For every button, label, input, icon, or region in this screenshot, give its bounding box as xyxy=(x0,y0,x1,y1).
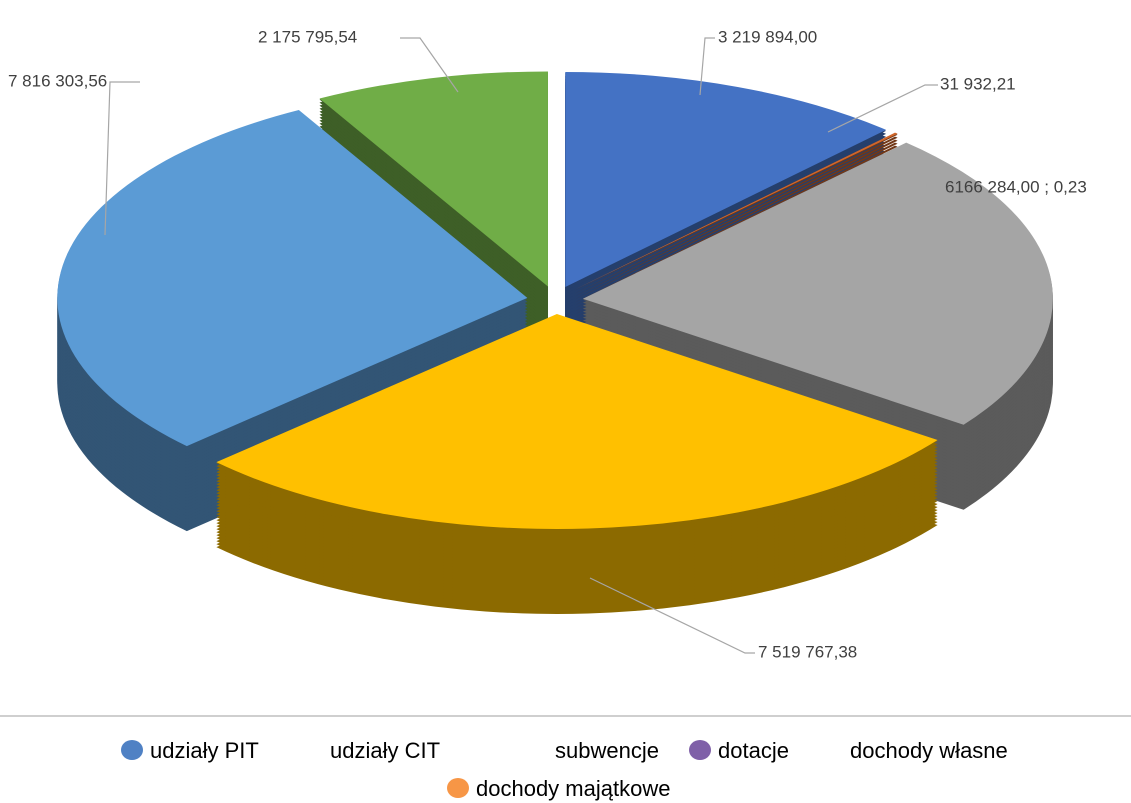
legend-marker xyxy=(447,778,469,798)
legend-label: udziały CIT xyxy=(330,738,440,763)
slice xyxy=(574,132,898,290)
slice-side xyxy=(574,139,898,297)
data-label: 2 175 795,54 xyxy=(258,27,357,46)
slice xyxy=(565,71,887,287)
legend-label: dotacje xyxy=(718,738,789,763)
data-label: 31 932,21 xyxy=(940,74,1016,93)
data-label: 3 219 894,00 xyxy=(718,27,817,46)
slice-side xyxy=(574,133,898,291)
leader-line xyxy=(589,577,755,654)
slice xyxy=(582,142,1053,425)
leader-line xyxy=(400,37,459,93)
slice xyxy=(216,313,938,529)
legend-label: dochody własne xyxy=(850,738,1008,763)
data-label: 7 519 767,38 xyxy=(758,642,857,661)
legend-label: subwencje xyxy=(555,738,659,763)
legend-label: dochody majątkowe xyxy=(476,776,670,801)
leader-line xyxy=(827,84,938,133)
data-label: 6166 284,00 ; 0,23 xyxy=(945,177,1087,196)
legend-marker xyxy=(121,740,143,760)
legend: udziały PIT udziały CIT subwencje dotacje do… xyxy=(121,738,1008,801)
leader-line xyxy=(104,81,140,236)
pie xyxy=(57,71,1053,614)
slice-side xyxy=(574,145,898,303)
slice xyxy=(57,110,528,447)
legend-marker xyxy=(689,740,711,760)
slice-side xyxy=(574,136,898,294)
slice xyxy=(319,71,548,287)
slice-side xyxy=(574,142,898,300)
legend-label: udziały PIT xyxy=(150,738,259,763)
leader-line xyxy=(699,37,715,96)
data-label: 7 816 303,56 xyxy=(8,71,107,90)
